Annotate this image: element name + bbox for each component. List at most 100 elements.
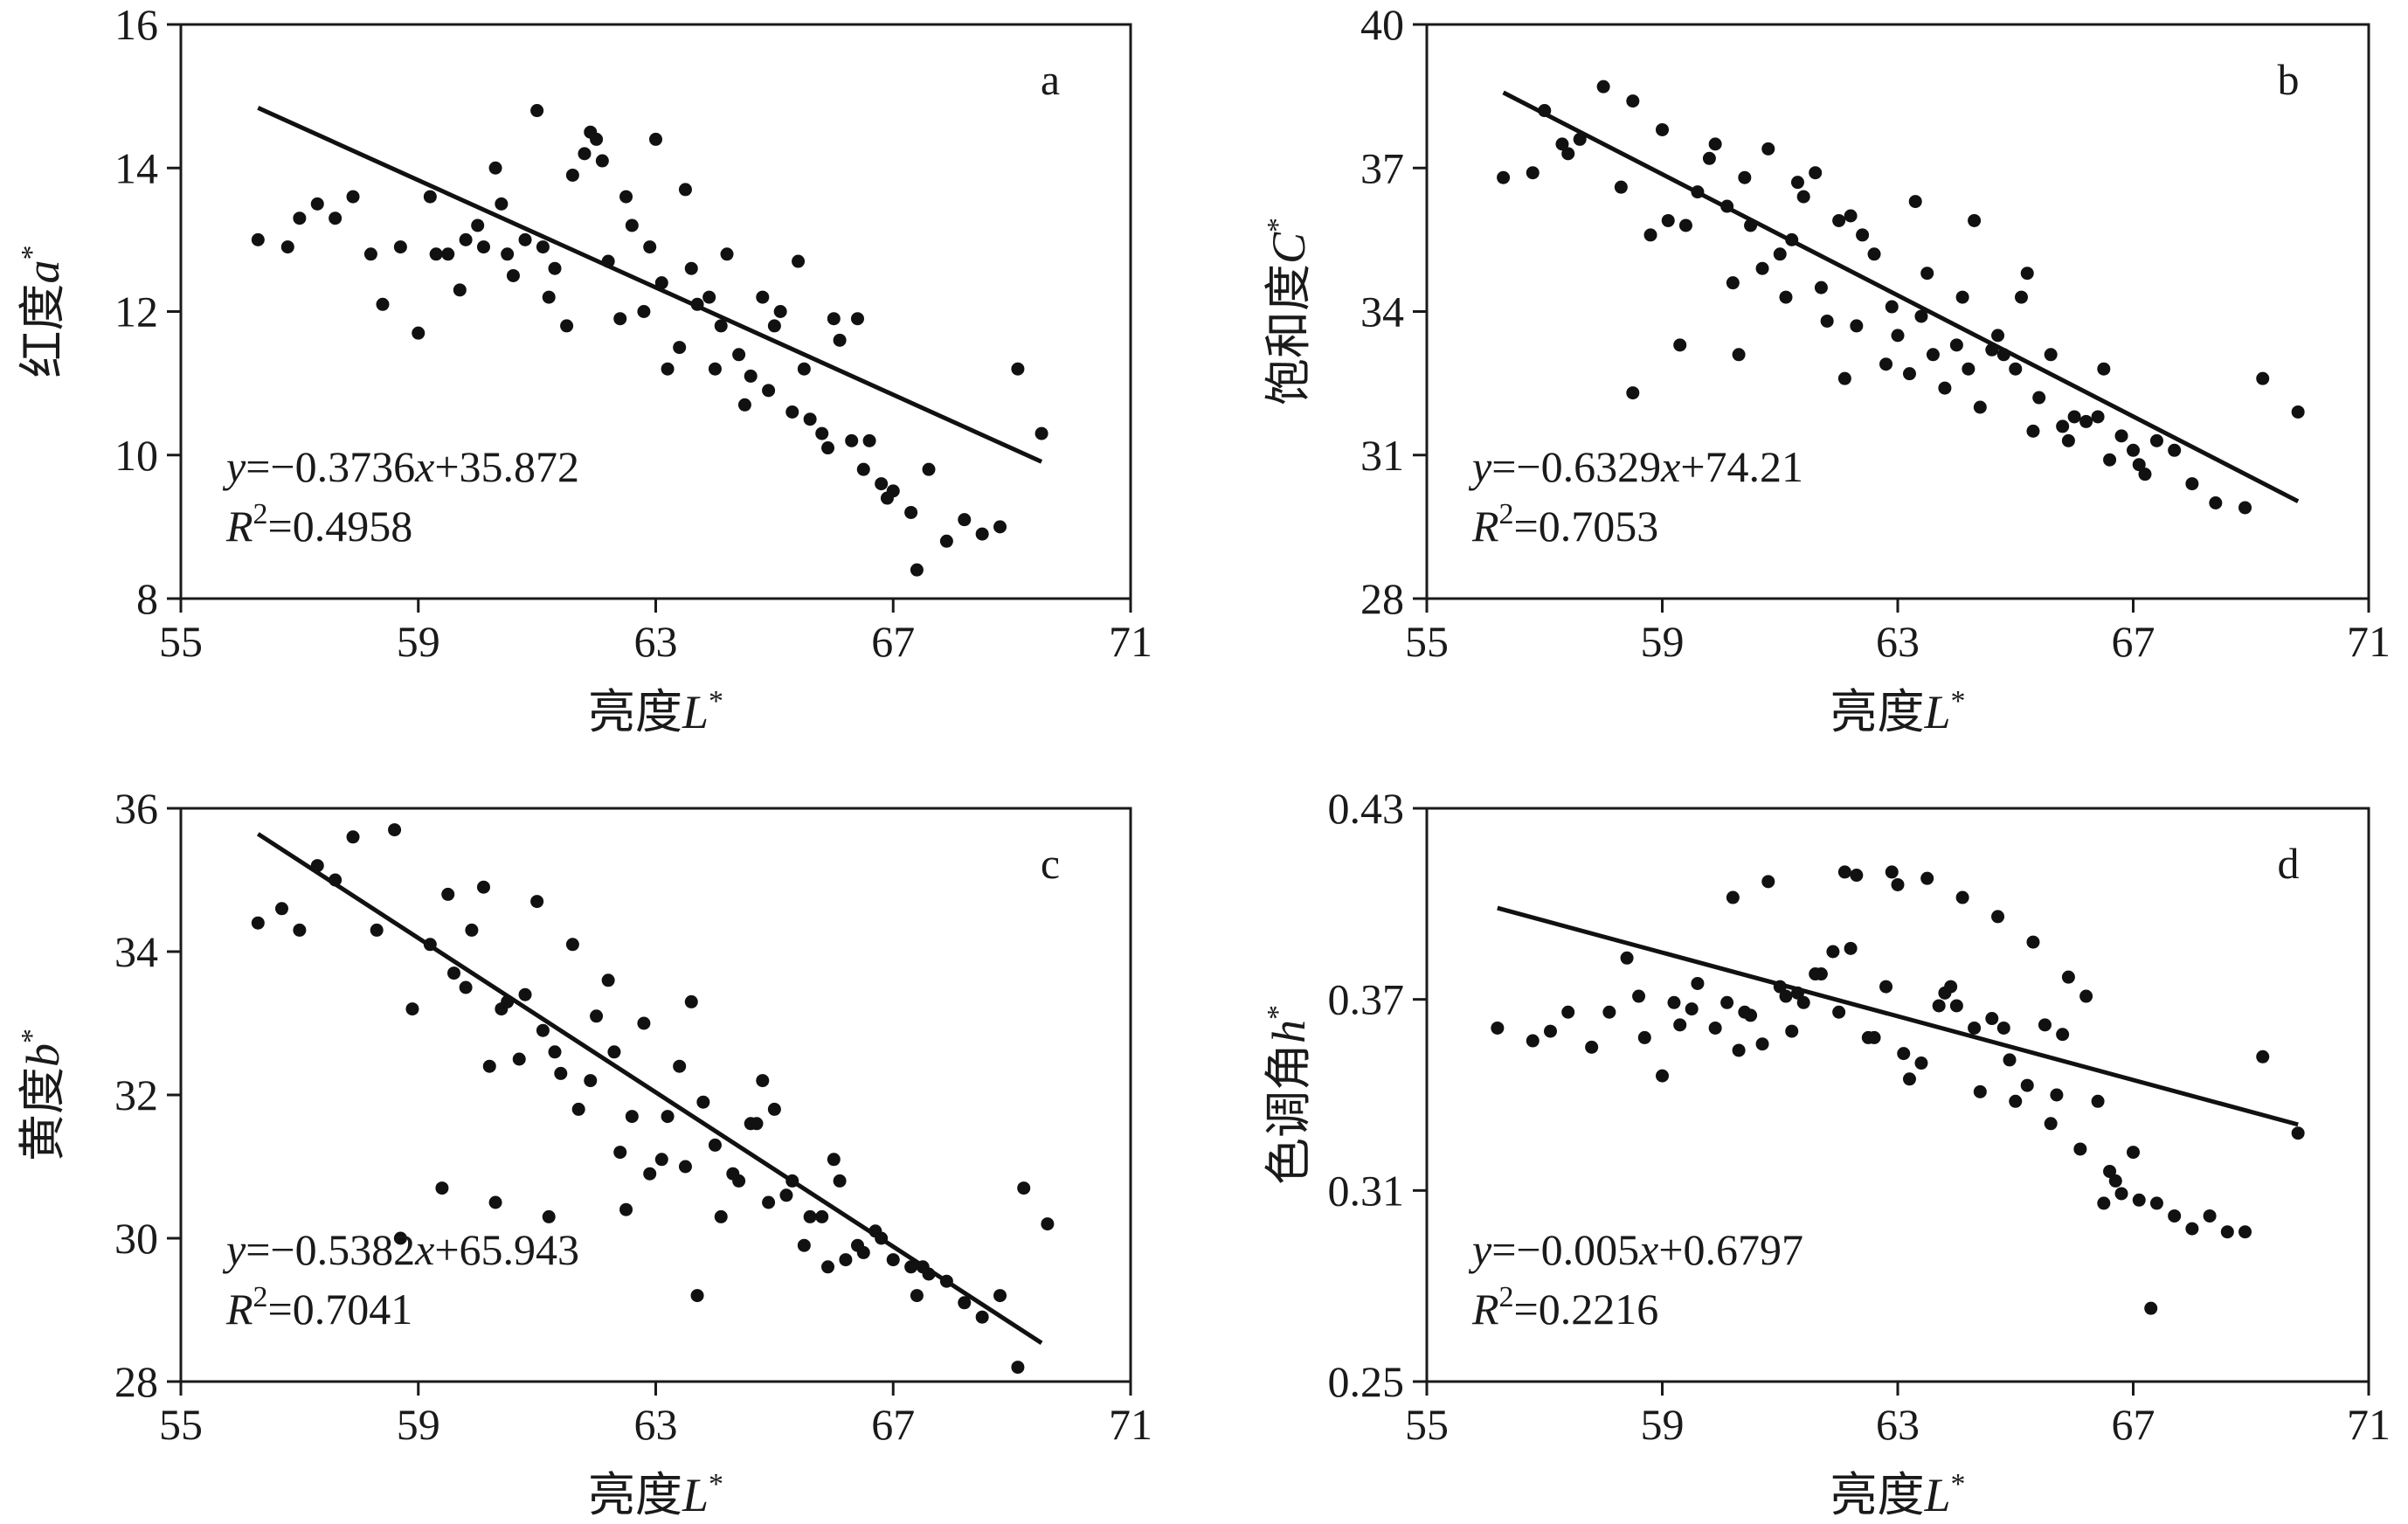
data-point	[329, 211, 343, 225]
data-point	[1885, 865, 1899, 879]
data-point	[488, 1195, 502, 1209]
data-point	[886, 1253, 900, 1267]
data-point	[530, 104, 544, 118]
data-point	[459, 232, 473, 246]
data-point	[803, 1209, 817, 1223]
data-point	[2132, 458, 2146, 472]
data-point	[584, 1074, 598, 1088]
data-point	[2032, 391, 2046, 405]
chart-panel-a: 55 59 63 67 71 8 10 12 14 16 亮度L* 红度a* a y=−0.3736x+3…	[16, 0, 1152, 738]
data-point	[1820, 314, 1834, 328]
data-point	[1968, 213, 1982, 227]
data-point	[845, 433, 859, 447]
data-point	[2103, 1164, 2117, 1178]
data-point	[750, 1117, 764, 1131]
data-point	[678, 183, 692, 197]
data-point	[619, 190, 633, 204]
data-point	[1017, 1181, 1031, 1195]
regression-line	[1502, 90, 2300, 503]
data-point	[1637, 1030, 1651, 1044]
x-tick-label: 63	[634, 1400, 678, 1449]
data-point	[2091, 410, 2105, 424]
data-point	[1691, 976, 1705, 990]
data-point	[2079, 414, 2093, 428]
data-point	[2067, 410, 2081, 424]
data-point	[637, 305, 651, 318]
data-point	[1973, 1084, 1987, 1098]
data-point	[1850, 319, 1864, 333]
data-point	[904, 505, 918, 519]
data-point	[1902, 367, 1916, 381]
data-point	[2056, 419, 2070, 433]
data-point	[1897, 1047, 1911, 1061]
data-point	[654, 276, 668, 290]
data-point	[1041, 1217, 1055, 1231]
data-point	[708, 362, 722, 376]
x-tick-label: 63	[1876, 1400, 1920, 1449]
data-point	[958, 1296, 972, 1310]
data-point	[975, 527, 989, 541]
chart-panel-d: 55 59 63 67 71 0.25 0.31 0.37 0.43 亮度L* 色调角h* d y=−0…	[1262, 784, 2391, 1521]
data-point	[1732, 1043, 1746, 1057]
data-point	[773, 305, 787, 318]
data-point	[792, 254, 806, 268]
data-point	[2003, 1053, 2017, 1067]
data-point	[815, 1209, 829, 1223]
data-point	[607, 1045, 621, 1059]
data-point	[2256, 371, 2270, 385]
data-point	[993, 520, 1007, 534]
panel-letter: a	[1041, 55, 1060, 104]
data-point	[1626, 386, 1640, 400]
data-point	[684, 261, 698, 275]
data-point	[2097, 362, 2111, 376]
data-point	[488, 161, 502, 175]
data-point	[1962, 362, 1976, 376]
data-point	[625, 1110, 639, 1124]
data-point	[1720, 995, 1734, 1009]
data-point	[1796, 190, 1810, 204]
data-point	[465, 923, 479, 937]
regression-equation: y=−0.6329x+74.21	[1468, 442, 1803, 491]
data-point	[1785, 1024, 1799, 1038]
data-point	[1755, 1037, 1769, 1051]
panel-letter: b	[2278, 55, 2300, 104]
data-point	[548, 261, 562, 275]
y-tick-label: 14	[114, 143, 158, 192]
data-point	[702, 290, 716, 304]
data-point	[1656, 1069, 1669, 1083]
data-point	[1985, 1012, 1999, 1026]
data-point	[696, 1095, 710, 1109]
data-point	[1814, 281, 1828, 294]
x-tick-label: 55	[159, 1400, 203, 1449]
data-point	[1944, 980, 1958, 994]
chart-panel-b: 55 59 63 67 71 28 31 34 37 40 亮度L* 饱和度C* b y=−0.6329x…	[1262, 0, 2391, 738]
data-point	[1761, 142, 1775, 156]
data-point	[1779, 989, 1793, 1003]
data-point	[2079, 989, 2093, 1003]
data-point	[1656, 122, 1669, 136]
data-point	[2185, 477, 2199, 491]
data-point	[536, 240, 550, 254]
data-point	[839, 1253, 853, 1267]
data-point	[1632, 989, 1646, 1003]
data-point	[1034, 426, 1048, 440]
data-point	[939, 534, 953, 548]
data-point	[1914, 309, 1928, 323]
y-tick-label: 30	[114, 1214, 158, 1263]
data-point	[690, 1289, 704, 1303]
data-point	[862, 433, 876, 447]
data-point	[2114, 429, 2128, 443]
data-point	[1667, 995, 1681, 1009]
data-point	[732, 348, 746, 362]
data-point	[542, 290, 556, 304]
data-point	[2144, 1301, 2158, 1315]
data-point	[346, 830, 360, 844]
data-point	[654, 1153, 668, 1167]
data-point	[2009, 362, 2023, 376]
data-point	[251, 232, 265, 246]
data-point	[590, 1009, 604, 1023]
data-point	[1732, 348, 1746, 362]
data-point	[2127, 1146, 2140, 1160]
data-point	[2138, 468, 2152, 481]
data-point	[2097, 1196, 2111, 1210]
